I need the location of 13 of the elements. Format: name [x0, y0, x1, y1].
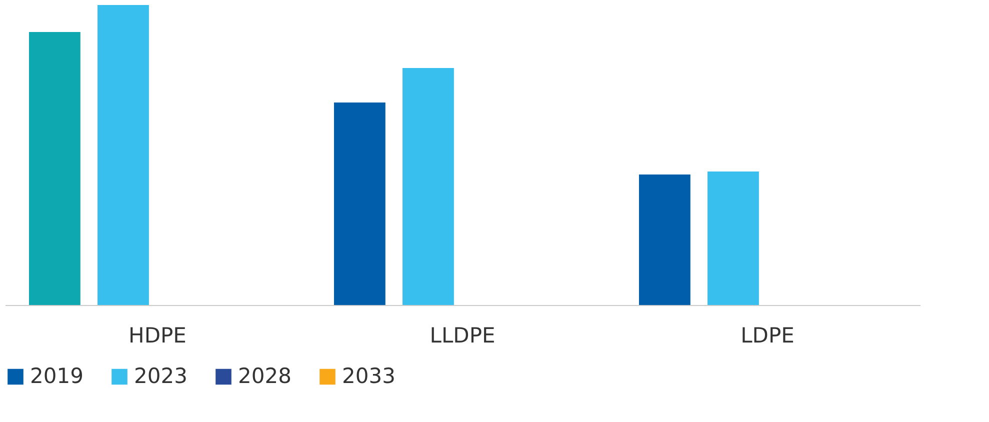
legend-label: 2028 — [238, 364, 292, 388]
x-tick-label: LDPE — [740, 324, 794, 348]
bar — [402, 68, 454, 305]
bar — [708, 172, 759, 305]
bar — [638, 174, 690, 305]
legend-label: 2023 — [134, 364, 188, 388]
legend-label: 2033 — [342, 364, 396, 388]
legend-label: 2019 — [30, 364, 84, 388]
x-tick-label: HDPE — [128, 324, 186, 348]
bar — [334, 102, 386, 305]
x-tick-label: LLDPE — [430, 324, 496, 348]
bar — [98, 5, 149, 305]
bar — [28, 32, 80, 305]
